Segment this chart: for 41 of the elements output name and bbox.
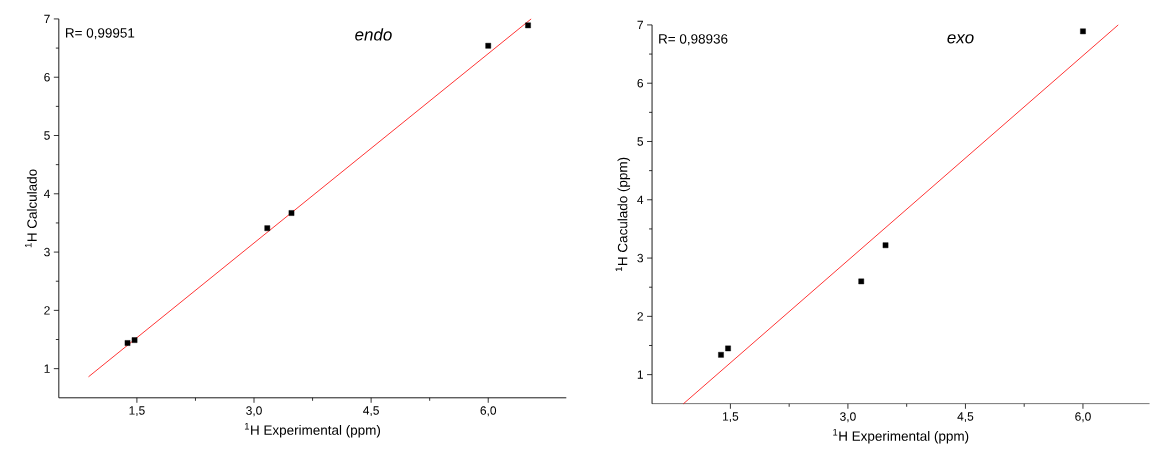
x-tick-label: 3,0 (840, 412, 856, 423)
y-tick-label: 2 (637, 312, 643, 321)
y-tick-label: 5 (44, 131, 50, 140)
point (718, 352, 724, 358)
y-tick-label: 6 (637, 79, 644, 88)
point (485, 43, 492, 49)
y-tick-label: 7 (637, 21, 643, 30)
point (858, 278, 865, 285)
y-axis-title: $^{1}$H Calculado (24, 169, 37, 248)
y-tick-label: 7 (44, 15, 50, 24)
y-tick-label: 4 (637, 195, 644, 205)
y-tick-label: 2 (44, 306, 50, 315)
x-tick-label: 4,5 (363, 406, 379, 417)
x-tick-label: 1,5 (129, 406, 145, 417)
x-axis-title: $^{1}$H Experimental (ppm) (833, 429, 969, 444)
x-axis-title: $^{1}$H Experimental (ppm) (244, 423, 381, 438)
point (1080, 28, 1086, 35)
y-axis-title: $^{1}$H Caculado (ppm) (615, 157, 631, 272)
point (288, 210, 295, 217)
x-tick-label: 1,5 (722, 412, 739, 423)
x-tick-label: 3,0 (246, 406, 262, 417)
x-tick-label: 6,0 (480, 406, 497, 417)
x-tick-label: 6,0 (1075, 412, 1091, 423)
y-tick-label: 6 (44, 73, 50, 82)
y-tick-label: 3 (637, 254, 644, 263)
x-tick-label: 4,5 (957, 412, 974, 423)
annotation: R= 0,99951 (66, 28, 135, 40)
point (264, 225, 271, 232)
y-tick-label: 1 (637, 370, 643, 379)
point (124, 340, 131, 346)
chart-title: exo (947, 34, 974, 44)
chart-title: endo (355, 28, 392, 41)
point (131, 337, 138, 344)
annotation: R= 0,98936 (659, 34, 728, 46)
y-tick-label: 3 (44, 248, 50, 257)
y-tick-label: 5 (637, 137, 644, 146)
point (525, 22, 531, 29)
point (882, 242, 889, 249)
y-tick-label: 1 (44, 364, 50, 373)
y-tick-label: 4 (43, 189, 50, 199)
point (725, 345, 731, 352)
